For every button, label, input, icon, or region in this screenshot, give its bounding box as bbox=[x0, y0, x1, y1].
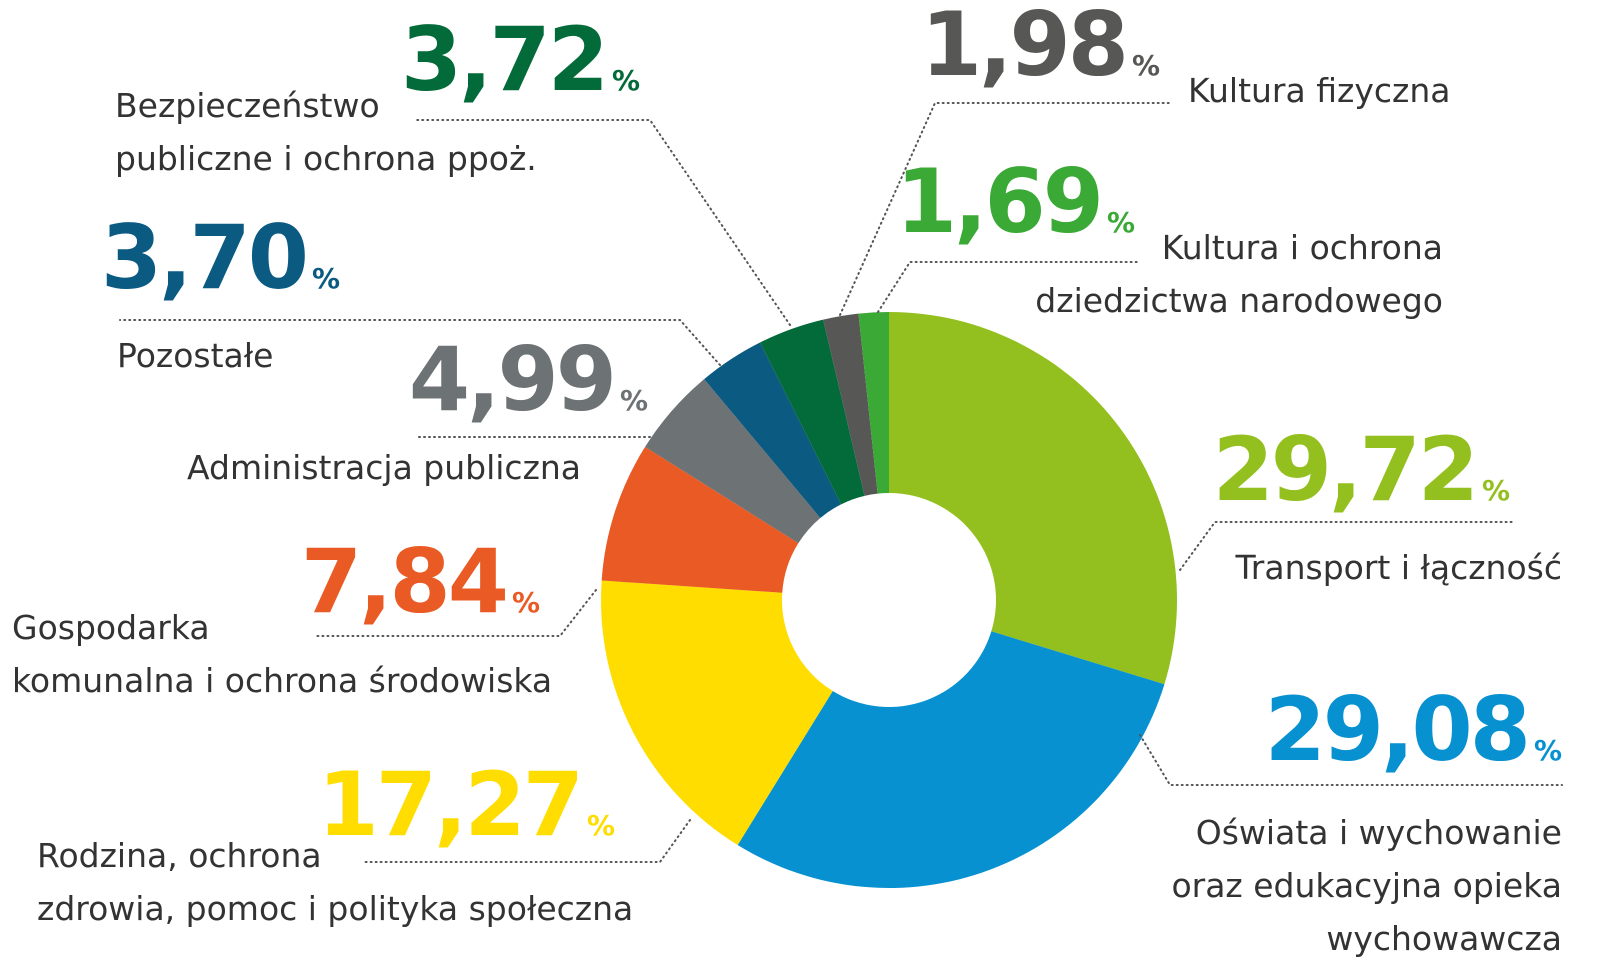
value-label: 1,98% bbox=[921, 0, 1160, 96]
category-label: Kultura i ochrona bbox=[1162, 228, 1443, 267]
category-label: Gospodarka bbox=[12, 608, 210, 647]
leader-line bbox=[314, 589, 597, 637]
value-number: 17,27 bbox=[318, 753, 581, 856]
donut-slice bbox=[823, 313, 878, 496]
value-unit: % bbox=[587, 809, 615, 842]
leader-line bbox=[119, 319, 721, 366]
value-unit: % bbox=[612, 64, 640, 97]
category-label: zdrowia, pomoc i polityka społeczna bbox=[37, 889, 633, 928]
donut-slice bbox=[760, 319, 865, 505]
category-label: oraz edukacyjna opieka bbox=[1171, 866, 1562, 905]
donut-slice bbox=[645, 379, 821, 544]
value-number: 4,99 bbox=[409, 328, 614, 431]
value-unit: % bbox=[1132, 49, 1160, 82]
leader-line bbox=[1139, 734, 1563, 786]
category-label: publiczne i ochrona ppoż. bbox=[115, 139, 537, 178]
value-number: 1,98 bbox=[921, 0, 1126, 96]
value-unit: % bbox=[1482, 474, 1510, 507]
donut-slice bbox=[704, 342, 842, 518]
value-label: 1,69% bbox=[896, 150, 1135, 253]
leader-line bbox=[361, 819, 691, 863]
donut-slice bbox=[858, 312, 889, 494]
category-label: Pozostałe bbox=[117, 336, 273, 375]
value-label: 29,08% bbox=[1265, 678, 1562, 781]
donut-slice bbox=[601, 580, 833, 846]
category-label: Administracja publiczna bbox=[187, 448, 581, 487]
donut-slice bbox=[737, 631, 1165, 888]
leader-line bbox=[1179, 521, 1516, 571]
value-number: 3,72 bbox=[401, 8, 606, 111]
value-label: 4,99% bbox=[409, 328, 648, 431]
donut-slice bbox=[601, 446, 799, 593]
value-label: 3,70% bbox=[101, 206, 340, 309]
value-label: 3,72% bbox=[401, 8, 640, 111]
value-number: 7,84 bbox=[301, 530, 506, 633]
category-label: komunalna i ochrona środowiska bbox=[12, 661, 552, 700]
category-label: wychowawcza bbox=[1326, 919, 1562, 958]
value-label: 17,27% bbox=[318, 753, 615, 856]
value-unit: % bbox=[1534, 734, 1562, 767]
category-label: Oświata i wychowanie bbox=[1196, 813, 1562, 852]
value-number: 3,70 bbox=[101, 206, 306, 309]
value-label: 7,84% bbox=[301, 530, 540, 633]
value-unit: % bbox=[512, 586, 540, 619]
value-label: 29,72% bbox=[1213, 418, 1510, 521]
value-unit: % bbox=[312, 262, 340, 295]
category-label: Rodzina, ochrona bbox=[37, 836, 322, 875]
category-label: Kultura fizyczna bbox=[1188, 71, 1450, 110]
donut-slice bbox=[889, 312, 1177, 685]
value-number: 29,72 bbox=[1213, 418, 1476, 521]
category-label: Transport i łączność bbox=[1234, 548, 1562, 587]
leader-line bbox=[877, 261, 1141, 313]
value-unit: % bbox=[620, 384, 648, 417]
category-label: dziedzictwa narodowego bbox=[1035, 281, 1443, 320]
value-number: 1,69 bbox=[896, 150, 1101, 253]
value-number: 29,08 bbox=[1265, 678, 1528, 781]
value-unit: % bbox=[1107, 206, 1135, 239]
leader-line bbox=[414, 119, 791, 326]
category-label: Bezpieczeństwo bbox=[115, 86, 380, 125]
